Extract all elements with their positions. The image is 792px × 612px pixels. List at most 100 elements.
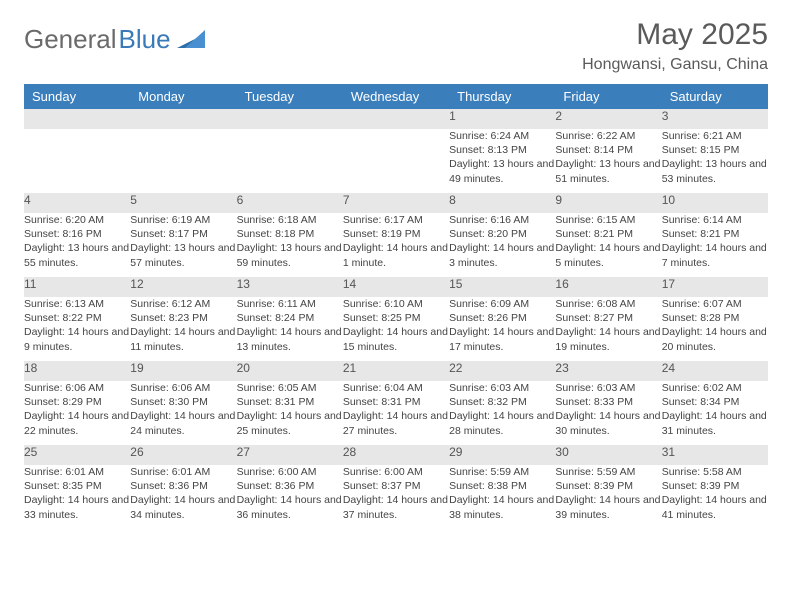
sunrise-line: Sunrise: 6:09 AM <box>449 297 555 311</box>
brand-logo: GeneralBlue <box>24 18 205 55</box>
day-number-cell: 28 <box>343 445 449 465</box>
day-content-cell <box>24 129 130 193</box>
sunrise-line: Sunrise: 6:22 AM <box>555 129 661 143</box>
day-content-cell <box>130 129 236 193</box>
day-number-cell: 20 <box>237 361 343 381</box>
day-content-cell: Sunrise: 6:03 AMSunset: 8:32 PMDaylight:… <box>449 381 555 445</box>
sunrise-line: Sunrise: 6:10 AM <box>343 297 449 311</box>
calendar-table: Sunday Monday Tuesday Wednesday Thursday… <box>24 84 768 529</box>
day-number-cell: 13 <box>237 277 343 297</box>
sunset-line: Sunset: 8:28 PM <box>662 311 768 325</box>
sunrise-line: Sunrise: 6:19 AM <box>130 213 236 227</box>
sunrise-line: Sunrise: 6:03 AM <box>449 381 555 395</box>
sunset-line: Sunset: 8:23 PM <box>130 311 236 325</box>
daylight-line: Daylight: 14 hours and 39 minutes. <box>555 493 661 521</box>
day-number-cell: 15 <box>449 277 555 297</box>
daylight-line: Daylight: 14 hours and 1 minute. <box>343 241 449 269</box>
sunrise-line: Sunrise: 6:20 AM <box>24 213 130 227</box>
daylight-line: Daylight: 14 hours and 15 minutes. <box>343 325 449 353</box>
day-content-cell: Sunrise: 6:00 AMSunset: 8:36 PMDaylight:… <box>237 465 343 529</box>
weekday-header: Wednesday <box>343 84 449 109</box>
sunset-line: Sunset: 8:35 PM <box>24 479 130 493</box>
daylight-line: Daylight: 14 hours and 9 minutes. <box>24 325 130 353</box>
sunset-line: Sunset: 8:30 PM <box>130 395 236 409</box>
sunrise-line: Sunrise: 6:03 AM <box>555 381 661 395</box>
sunrise-line: Sunrise: 6:21 AM <box>662 129 768 143</box>
sunset-line: Sunset: 8:39 PM <box>662 479 768 493</box>
day-content-cell: Sunrise: 6:05 AMSunset: 8:31 PMDaylight:… <box>237 381 343 445</box>
daylight-line: Daylight: 14 hours and 11 minutes. <box>130 325 236 353</box>
sunset-line: Sunset: 8:13 PM <box>449 143 555 157</box>
weekday-header-row: Sunday Monday Tuesday Wednesday Thursday… <box>24 84 768 109</box>
daylight-line: Daylight: 14 hours and 34 minutes. <box>130 493 236 521</box>
daylight-line: Daylight: 14 hours and 27 minutes. <box>343 409 449 437</box>
sunrise-line: Sunrise: 5:58 AM <box>662 465 768 479</box>
day-content-cell: Sunrise: 6:10 AMSunset: 8:25 PMDaylight:… <box>343 297 449 361</box>
sunrise-line: Sunrise: 6:11 AM <box>237 297 343 311</box>
sunrise-line: Sunrise: 6:18 AM <box>237 213 343 227</box>
logo-triangle-icon <box>177 24 205 55</box>
day-content-cell: Sunrise: 6:07 AMSunset: 8:28 PMDaylight:… <box>662 297 768 361</box>
day-number-cell: 4 <box>24 193 130 213</box>
brand-part1: General <box>24 24 117 55</box>
day-number-cell: 12 <box>130 277 236 297</box>
sunset-line: Sunset: 8:37 PM <box>343 479 449 493</box>
sunset-line: Sunset: 8:39 PM <box>555 479 661 493</box>
day-number-cell: 3 <box>662 109 768 129</box>
day-content-cell: Sunrise: 6:11 AMSunset: 8:24 PMDaylight:… <box>237 297 343 361</box>
day-content-cell: Sunrise: 6:02 AMSunset: 8:34 PMDaylight:… <box>662 381 768 445</box>
sunset-line: Sunset: 8:25 PM <box>343 311 449 325</box>
day-number-cell: 1 <box>449 109 555 129</box>
daylight-line: Daylight: 14 hours and 17 minutes. <box>449 325 555 353</box>
day-content-cell: Sunrise: 6:12 AMSunset: 8:23 PMDaylight:… <box>130 297 236 361</box>
day-content-cell: Sunrise: 6:01 AMSunset: 8:36 PMDaylight:… <box>130 465 236 529</box>
sunrise-line: Sunrise: 5:59 AM <box>449 465 555 479</box>
daylight-line: Daylight: 14 hours and 30 minutes. <box>555 409 661 437</box>
sunset-line: Sunset: 8:31 PM <box>343 395 449 409</box>
daylight-line: Daylight: 14 hours and 20 minutes. <box>662 325 768 353</box>
day-number-cell: 10 <box>662 193 768 213</box>
daylight-line: Daylight: 14 hours and 28 minutes. <box>449 409 555 437</box>
day-number-cell: 19 <box>130 361 236 381</box>
day-number-cell: 6 <box>237 193 343 213</box>
sunset-line: Sunset: 8:20 PM <box>449 227 555 241</box>
day-content-cell: Sunrise: 6:19 AMSunset: 8:17 PMDaylight:… <box>130 213 236 277</box>
day-content-cell: Sunrise: 6:17 AMSunset: 8:19 PMDaylight:… <box>343 213 449 277</box>
day-number-cell: 26 <box>130 445 236 465</box>
day-number-cell: 22 <box>449 361 555 381</box>
daylight-line: Daylight: 14 hours and 13 minutes. <box>237 325 343 353</box>
daylight-line: Daylight: 14 hours and 5 minutes. <box>555 241 661 269</box>
title-block: May 2025 Hongwansi, Gansu, China <box>582 18 768 74</box>
day-content-cell: Sunrise: 6:15 AMSunset: 8:21 PMDaylight:… <box>555 213 661 277</box>
daylight-line: Daylight: 14 hours and 37 minutes. <box>343 493 449 521</box>
day-content-cell: Sunrise: 6:01 AMSunset: 8:35 PMDaylight:… <box>24 465 130 529</box>
day-number-cell: 31 <box>662 445 768 465</box>
sunrise-line: Sunrise: 6:06 AM <box>24 381 130 395</box>
daylight-line: Daylight: 14 hours and 41 minutes. <box>662 493 768 521</box>
daylight-line: Daylight: 14 hours and 24 minutes. <box>130 409 236 437</box>
weekday-header: Tuesday <box>237 84 343 109</box>
brand-part2: Blue <box>119 24 171 55</box>
sunset-line: Sunset: 8:33 PM <box>555 395 661 409</box>
sunrise-line: Sunrise: 6:15 AM <box>555 213 661 227</box>
daylight-line: Daylight: 14 hours and 38 minutes. <box>449 493 555 521</box>
weekday-header: Saturday <box>662 84 768 109</box>
sunset-line: Sunset: 8:22 PM <box>24 311 130 325</box>
sunset-line: Sunset: 8:16 PM <box>24 227 130 241</box>
day-number-cell: 18 <box>24 361 130 381</box>
sunset-line: Sunset: 8:24 PM <box>237 311 343 325</box>
day-content-cell: Sunrise: 6:16 AMSunset: 8:20 PMDaylight:… <box>449 213 555 277</box>
daylight-line: Daylight: 14 hours and 25 minutes. <box>237 409 343 437</box>
day-content-cell <box>343 129 449 193</box>
daylight-line: Daylight: 13 hours and 53 minutes. <box>662 157 768 185</box>
sunset-line: Sunset: 8:34 PM <box>662 395 768 409</box>
sunrise-line: Sunrise: 6:04 AM <box>343 381 449 395</box>
sunset-line: Sunset: 8:36 PM <box>237 479 343 493</box>
day-content-cell: Sunrise: 6:00 AMSunset: 8:37 PMDaylight:… <box>343 465 449 529</box>
day-content-cell <box>237 129 343 193</box>
day-number-cell: 21 <box>343 361 449 381</box>
day-content-cell: Sunrise: 6:06 AMSunset: 8:30 PMDaylight:… <box>130 381 236 445</box>
day-number-row: 18192021222324 <box>24 361 768 381</box>
day-content-cell: Sunrise: 6:09 AMSunset: 8:26 PMDaylight:… <box>449 297 555 361</box>
sunset-line: Sunset: 8:32 PM <box>449 395 555 409</box>
